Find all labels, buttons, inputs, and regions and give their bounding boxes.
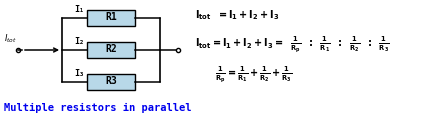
Bar [87, 42, 135, 58]
Text: $\mathbf{I_{tot}}$ $\mathbf{= I_1 + I_2 + I_3}$: $\mathbf{I_{tot}}$ $\mathbf{= I_1 + I_2 … [194, 8, 279, 22]
Text: $\mathbf{\frac{1}{R_p} = \frac{1}{R_1} + \frac{1}{R_2} + \frac{1}{R_3}}$: $\mathbf{\frac{1}{R_p} = \frac{1}{R_1} +… [215, 65, 292, 85]
Text: $\mathbf{I_{tot} = I_1 + I_2 + I_3 =}$ $\mathbf{\frac{1}{R_p}}$ $\mathbf{:}$ $\m: $\mathbf{I_{tot} = I_1 + I_2 + I_3 =}$ $… [194, 35, 389, 55]
Text: I₂: I₂ [74, 37, 84, 47]
Bar [87, 74, 135, 90]
Text: I₁: I₁ [74, 5, 84, 15]
Text: $I_{tot}$: $I_{tot}$ [4, 33, 17, 45]
Text: Multiple resistors in parallel: Multiple resistors in parallel [4, 103, 191, 113]
Text: R1: R1 [105, 12, 117, 22]
Text: I₃: I₃ [74, 69, 84, 79]
Text: R3: R3 [105, 76, 117, 86]
Bar [87, 10, 135, 26]
Text: R2: R2 [105, 44, 117, 54]
